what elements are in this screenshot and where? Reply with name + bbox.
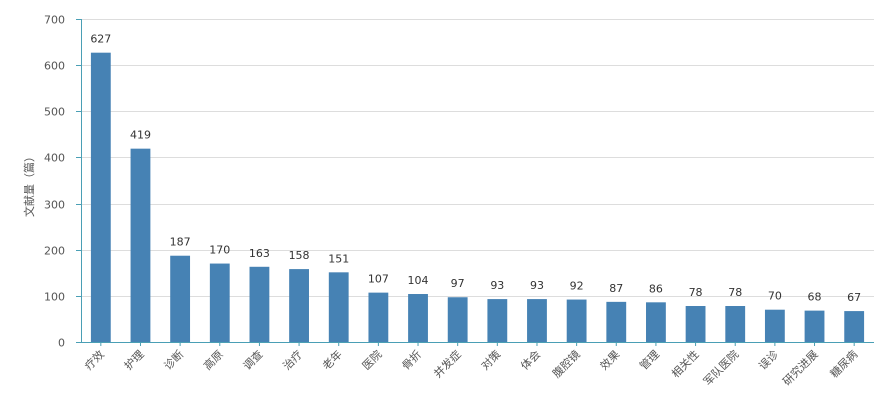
y-tick-label: 600 <box>44 60 65 73</box>
data-label: 78 <box>728 286 742 299</box>
x-tick-label: 诊断 <box>161 347 186 372</box>
data-label: 67 <box>847 291 861 304</box>
x-tick-label: 误诊 <box>756 347 781 372</box>
x-tick-label: 军队医院 <box>700 347 741 388</box>
bar <box>408 294 428 342</box>
bar <box>368 292 389 342</box>
y-axis-title: 文献量（篇） <box>22 151 36 217</box>
data-label: 70 <box>768 290 782 303</box>
bar <box>487 299 508 342</box>
bar <box>725 306 746 342</box>
data-label: 107 <box>368 273 389 286</box>
data-label: 86 <box>649 282 663 295</box>
x-tick-label: 效果 <box>597 347 622 372</box>
bar <box>566 299 587 342</box>
data-label: 419 <box>130 129 151 142</box>
bar <box>527 299 547 342</box>
y-tick-label: 200 <box>44 245 65 258</box>
y-tick-label: 400 <box>44 152 65 165</box>
data-label: 93 <box>490 279 504 292</box>
data-label: 627 <box>90 33 111 46</box>
bar <box>646 302 666 342</box>
data-labels: 627 419 187 170 163 158 151 107 104 97 93 93 92 87 86 7… <box>90 33 861 304</box>
x-tick-label: 调查 <box>240 347 265 372</box>
bar <box>289 269 309 342</box>
data-label: 163 <box>249 247 270 260</box>
bar <box>804 310 825 342</box>
data-label: 93 <box>530 279 544 292</box>
data-label: 170 <box>209 244 230 257</box>
y-tick-label: 700 <box>44 14 65 27</box>
y-tick-label: 300 <box>44 199 65 212</box>
bar <box>209 263 230 342</box>
data-label: 92 <box>570 280 584 293</box>
x-tick-label: 体会 <box>518 347 543 372</box>
x-tick-label: 老年 <box>319 347 344 372</box>
x-tick-label: 研究进展 <box>780 347 821 388</box>
x-tick-label: 对策 <box>478 347 503 372</box>
gridlines <box>81 19 874 297</box>
bar <box>447 297 468 342</box>
y-tick-label: 100 <box>44 291 65 304</box>
data-label: 187 <box>170 236 191 249</box>
x-tick-label: 糖尿病 <box>827 347 860 380</box>
x-tick-label: 腹腔镜 <box>550 347 583 380</box>
x-tick-label: 护理 <box>121 347 146 372</box>
bar <box>90 52 111 342</box>
data-label: 104 <box>408 274 429 287</box>
x-tick-label: 并发症 <box>431 347 464 380</box>
y-tick-label: 0 <box>58 337 65 350</box>
bars <box>90 52 865 342</box>
data-label: 68 <box>808 291 822 304</box>
bar <box>130 148 151 342</box>
bar <box>328 272 349 342</box>
data-label: 87 <box>609 282 623 295</box>
data-label: 151 <box>328 252 349 265</box>
data-label: 97 <box>451 277 465 290</box>
x-tick-label: 医院 <box>359 347 384 372</box>
bar <box>764 309 785 342</box>
bar <box>170 255 191 342</box>
data-label: 158 <box>289 249 310 262</box>
x-tick-label: 治疗 <box>280 347 305 372</box>
x-tick-label: 骨折 <box>399 347 424 372</box>
data-label: 78 <box>689 286 703 299</box>
bar <box>249 266 270 342</box>
x-tick-label: 高原 <box>200 347 225 372</box>
x-tick-label: 相关性 <box>668 347 701 380</box>
bar <box>844 311 865 342</box>
bar <box>685 306 706 342</box>
y-tick-label: 500 <box>44 106 65 119</box>
x-tick-label: 管理 <box>637 347 662 372</box>
x-tick-label: 疗效 <box>81 347 106 372</box>
bar <box>606 301 627 342</box>
axes <box>76 19 874 346</box>
